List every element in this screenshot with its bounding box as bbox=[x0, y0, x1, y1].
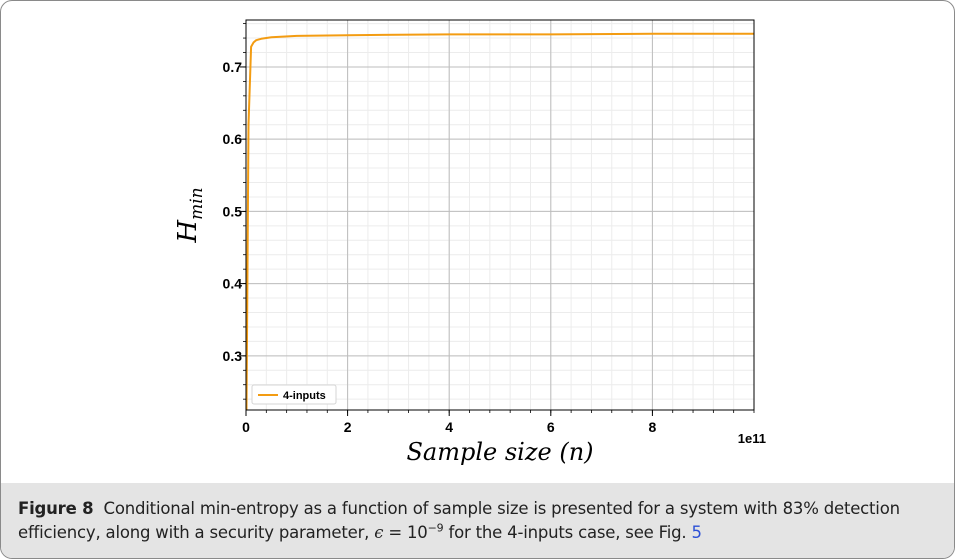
caption-equation: = 10 bbox=[388, 523, 428, 542]
caption-label: Figure 8 bbox=[18, 499, 94, 518]
chart: 0 2 4 6 8 0.3 0.4 0.5 0.6 0.7 4-inputs 1e11 Sampl… bbox=[173, 19, 766, 466]
minor-grid bbox=[245, 20, 755, 410]
series-line-4-inputs bbox=[245, 32, 754, 411]
figure-caption: Figure 8 Conditional min-entropy as a fu… bbox=[18, 497, 943, 545]
x-axis-label: Sample size (n) bbox=[406, 438, 593, 466]
x-tick-label: 2 bbox=[344, 419, 352, 435]
caption-text-end: for the 4-inputs case, see Fig. bbox=[448, 523, 687, 542]
x-tick-label: 6 bbox=[547, 419, 555, 435]
y-tick-label: 0.6 bbox=[223, 131, 243, 147]
x-tick-label: 4 bbox=[445, 419, 453, 435]
figure-reference-link[interactable]: 5 bbox=[691, 523, 703, 542]
y-axis-label: Hmin bbox=[173, 187, 207, 243]
caption-band bbox=[1, 483, 954, 558]
series-layer bbox=[245, 32, 754, 411]
major-grid bbox=[245, 20, 754, 410]
legend: 4-inputs bbox=[251, 384, 337, 405]
legend-label: 4-inputs bbox=[283, 390, 326, 402]
x-offset-text: 1e11 bbox=[738, 431, 766, 446]
x-tick-label: 8 bbox=[649, 419, 657, 435]
y-tick-label: 0.7 bbox=[223, 59, 243, 75]
epsilon-symbol: ϵ bbox=[374, 523, 384, 542]
y-tick-label: 0.4 bbox=[223, 276, 243, 292]
caption-exponent: −9 bbox=[427, 521, 444, 535]
x-tick-label: 0 bbox=[242, 419, 250, 435]
axis-ticks: 0 2 4 6 8 0.3 0.4 0.5 0.6 0.7 bbox=[223, 23, 755, 435]
y-tick-label: 0.5 bbox=[223, 203, 243, 219]
plot-area-frame bbox=[245, 19, 755, 411]
y-axis-label-subscript: min bbox=[187, 187, 207, 220]
legend-box bbox=[251, 384, 337, 405]
y-tick-label: 0.3 bbox=[223, 348, 243, 364]
y-axis-label-base: H bbox=[173, 219, 203, 244]
caption-text: Conditional min-entropy as a function of… bbox=[18, 499, 900, 542]
